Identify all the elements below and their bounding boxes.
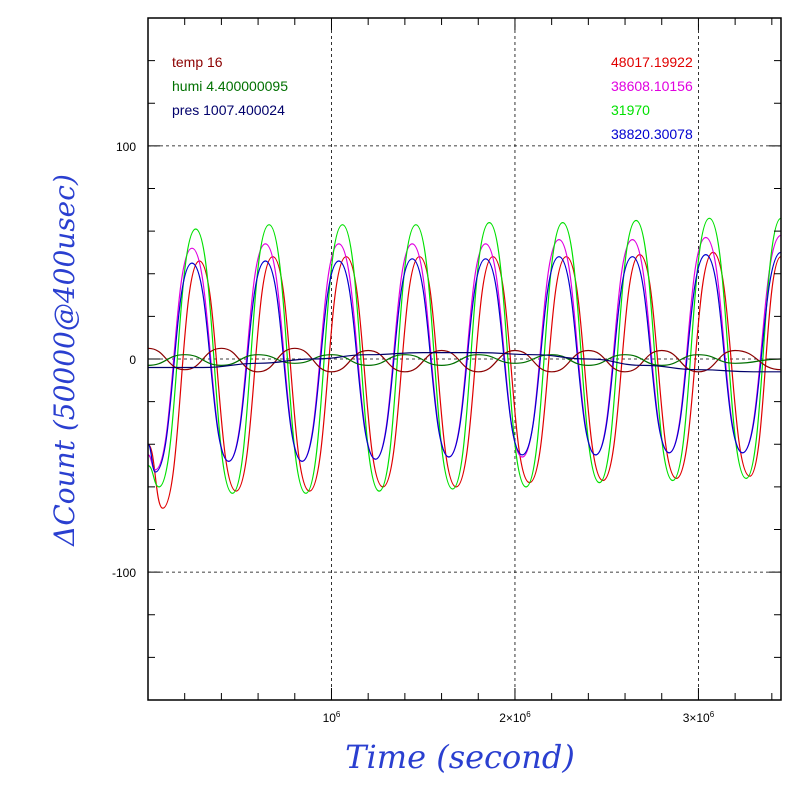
x-tick-label-base: 2×10 [499, 711, 526, 725]
series-line [148, 251, 781, 473]
x-tick-label: 106 [323, 710, 341, 725]
legend-entry: 48017.19922 [611, 54, 693, 70]
legend-entry: 38608.10156 [611, 78, 693, 94]
legend-entry: pres 1007.400024 [172, 102, 285, 118]
x-tick-label-exponent: 6 [336, 710, 341, 719]
legend-entry: 31970 [611, 102, 650, 118]
x-tick-label: 3×106 [683, 710, 715, 725]
series-line [148, 251, 781, 509]
x-tick-label-exponent: 6 [710, 710, 715, 719]
x-tick-label: 2×106 [499, 710, 531, 725]
x-axis-title: Time (second) [345, 738, 575, 776]
series-line [148, 217, 781, 494]
series-layer [148, 217, 781, 509]
y-axis-title: ΔCount (50000@400usec) [48, 174, 81, 547]
y-tick-label: 100 [116, 140, 136, 154]
series-line [148, 352, 781, 373]
x-tick-label-exponent: 6 [526, 710, 531, 719]
y-tick-label: 0 [129, 353, 136, 367]
x-tick-label-base: 10 [323, 711, 337, 725]
legend-entry: temp 16 [172, 54, 223, 70]
tick-layer [147, 18, 781, 700]
y-tick-label: -100 [112, 566, 136, 580]
series-line [148, 347, 781, 373]
series-line [148, 354, 781, 367]
legend-layer: temp 16 humi 4.400000095 pres 1007.400024 4… [172, 54, 693, 142]
legend-entry: 38820.30078 [611, 126, 693, 142]
legend-entry: humi 4.400000095 [172, 78, 288, 94]
x-tick-label-base: 3×10 [683, 711, 710, 725]
